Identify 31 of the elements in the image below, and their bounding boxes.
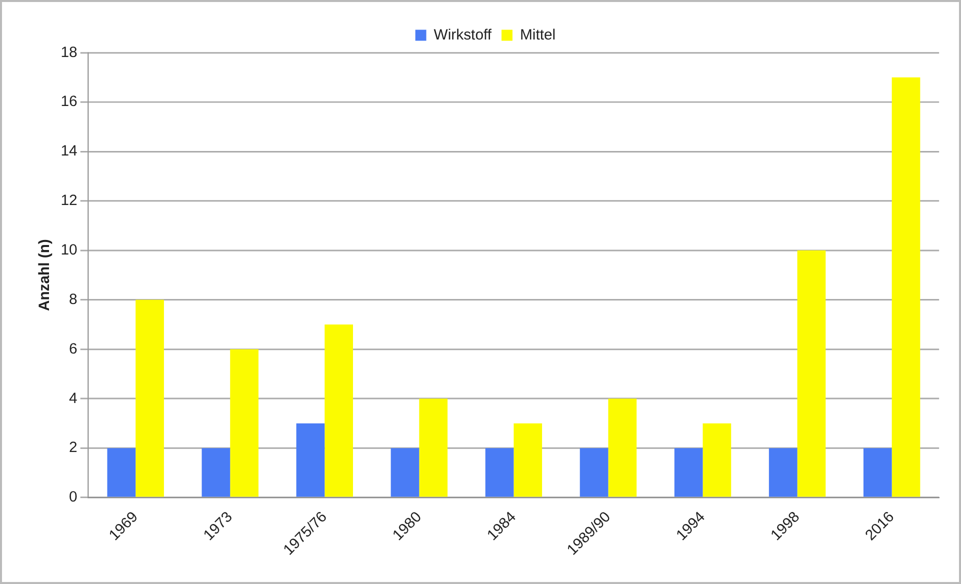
bar bbox=[202, 448, 230, 497]
y-tick-label: 6 bbox=[69, 341, 78, 358]
y-tick-label: 2 bbox=[69, 440, 78, 456]
bar bbox=[797, 250, 826, 497]
y-tick-label: 4 bbox=[69, 390, 78, 407]
y-tick-label: 14 bbox=[60, 144, 78, 160]
bar bbox=[390, 448, 420, 497]
bar bbox=[608, 398, 637, 497]
bar bbox=[702, 423, 732, 497]
bar bbox=[514, 423, 542, 497]
y-tick-label: 12 bbox=[60, 193, 78, 210]
bar bbox=[485, 448, 514, 497]
bar bbox=[768, 448, 798, 497]
bar bbox=[230, 349, 258, 497]
legend-label: Mittel bbox=[520, 27, 556, 44]
y-axis-title: Anzahl (n) bbox=[36, 239, 53, 312]
y-tick-label: 8 bbox=[69, 292, 78, 308]
bar bbox=[136, 300, 164, 497]
bar bbox=[324, 324, 354, 497]
bar bbox=[419, 398, 448, 497]
legend-label: Wirkstoff bbox=[434, 27, 492, 44]
y-tick-label: 0 bbox=[69, 490, 78, 506]
y-tick-label: 10 bbox=[60, 242, 78, 258]
y-tick-label: 16 bbox=[60, 94, 78, 110]
bar bbox=[107, 448, 136, 497]
bar bbox=[296, 423, 325, 497]
bar bbox=[580, 448, 608, 497]
bar bbox=[863, 448, 892, 497]
y-tick-label: 18 bbox=[60, 44, 78, 61]
bar bbox=[674, 448, 703, 497]
bar bbox=[892, 77, 920, 497]
